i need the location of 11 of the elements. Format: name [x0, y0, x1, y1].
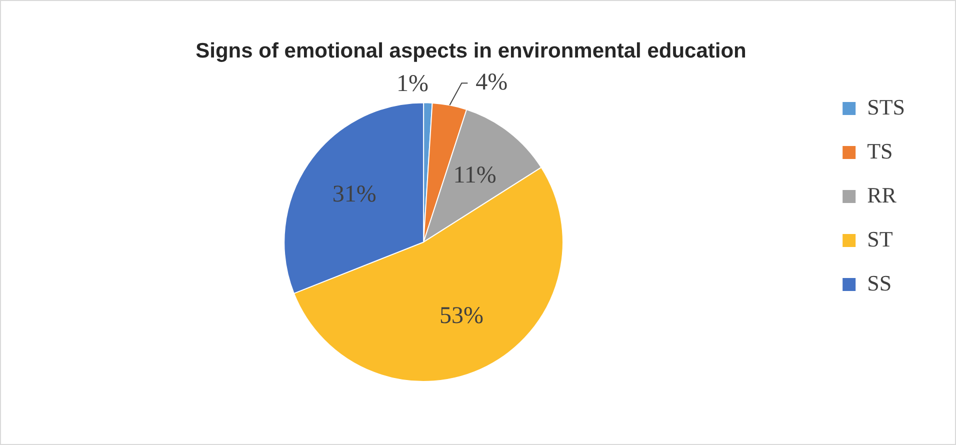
legend-label: TS — [867, 138, 893, 164]
legend-label: STS — [867, 94, 906, 120]
data-label: 1% — [396, 71, 428, 98]
data-label: 31% — [332, 181, 376, 208]
legend-label: SS — [867, 270, 892, 296]
legend-label: ST — [867, 226, 894, 252]
data-label: 11% — [453, 162, 496, 188]
data-label: 4% — [476, 69, 508, 96]
data-label: 53% — [440, 302, 484, 329]
legend-label: RR — [867, 182, 897, 208]
chart-title: Signs of emotional aspects in environmental education — [196, 39, 746, 62]
